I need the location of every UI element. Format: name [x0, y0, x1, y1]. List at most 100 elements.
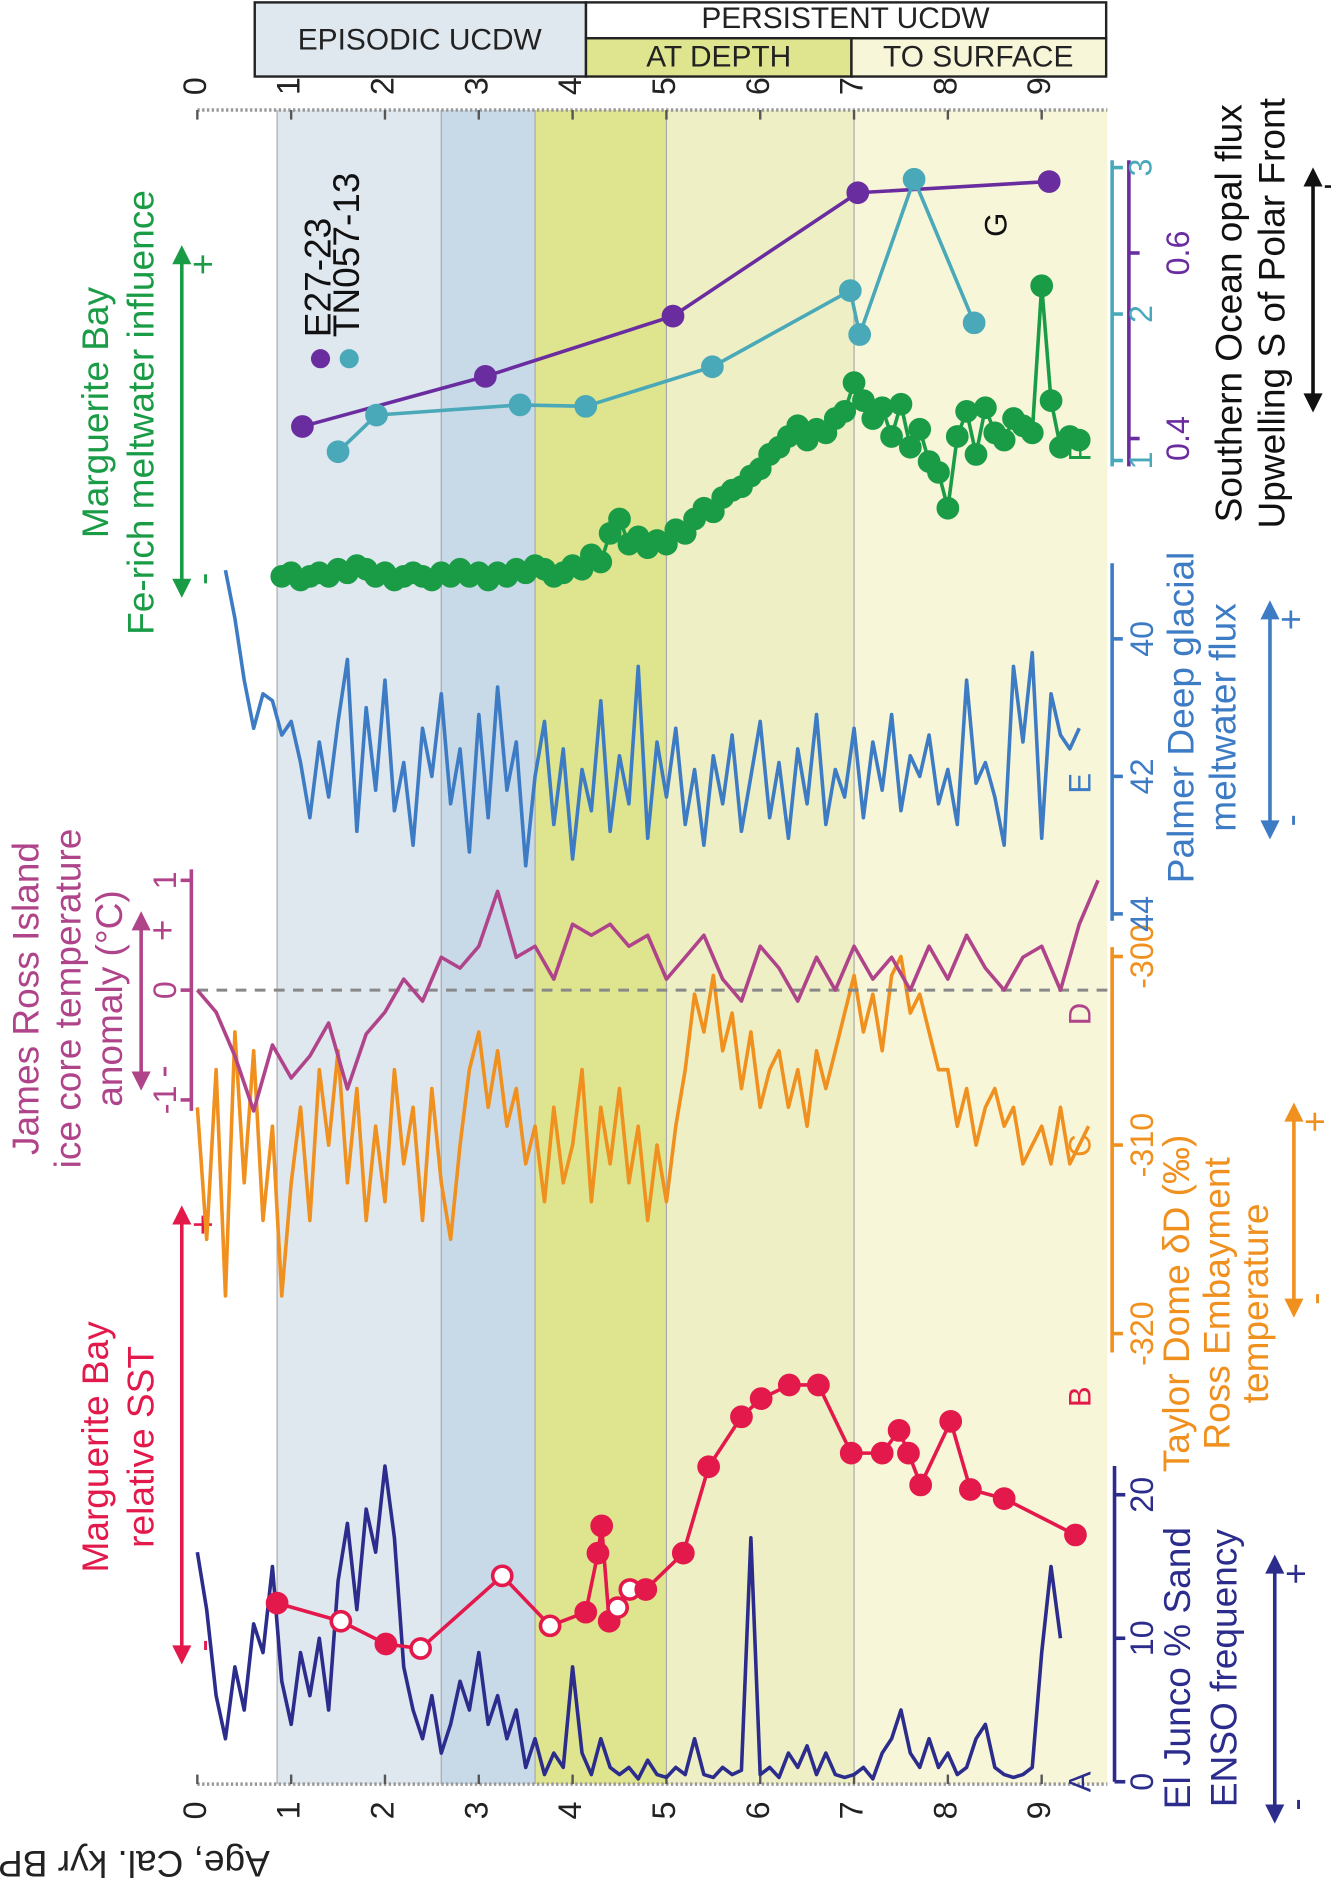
data-line: [223, 569, 1081, 868]
data-point: [974, 396, 997, 420]
data-point: [838, 279, 862, 302]
x-tick-label: 2: [365, 1801, 401, 1819]
data-point: [848, 323, 872, 346]
x-tick-label: 0: [177, 77, 213, 95]
sign-label: +: [1270, 609, 1312, 631]
sign-label: +: [1274, 1563, 1316, 1585]
phase-band: [277, 110, 442, 1785]
x-tick-label: 2: [365, 77, 401, 95]
y-tick-label: -300: [1124, 924, 1160, 989]
data-point: [807, 1373, 830, 1397]
y-tick-label: 44: [1124, 896, 1160, 932]
data-point: [1030, 274, 1054, 298]
data-point: [329, 1609, 353, 1633]
y-tick-label: 0: [1124, 1773, 1160, 1791]
data-point: [908, 417, 932, 441]
data-point: [574, 1600, 598, 1624]
data-point: [608, 507, 631, 531]
data-point: [749, 1387, 773, 1410]
x-tick-label: 7: [834, 1801, 870, 1819]
x-tick-label: 6: [740, 1801, 776, 1819]
x-tick-label: 1: [271, 1801, 307, 1819]
x-tick-label: 8: [927, 1801, 963, 1819]
data-point: [365, 403, 388, 427]
panel-letter: C: [1062, 1134, 1097, 1156]
data-point: [839, 1441, 863, 1465]
x-tick-label: 7: [834, 77, 870, 95]
panel-letter: A: [1062, 1771, 1097, 1792]
y-tick-label: 1: [147, 871, 183, 889]
data-point: [1037, 170, 1061, 193]
data-point: [939, 1409, 963, 1433]
data-point: [326, 440, 350, 464]
y-tick-label: -320: [1124, 1301, 1160, 1366]
data-point: [671, 1541, 695, 1565]
x-axis-title: Age, Cal. kyr BP: [0, 1843, 270, 1881]
sign-label: -: [1274, 1798, 1316, 1810]
arrow-head: [1265, 1804, 1285, 1824]
y-axis-title: relative SST: [119, 1346, 161, 1548]
data-point: [955, 399, 978, 423]
arrow-head: [1284, 1102, 1304, 1122]
data-point: [291, 415, 314, 438]
data-point: [887, 1419, 911, 1442]
sign-label: -: [141, 1065, 183, 1077]
data-point: [936, 496, 960, 520]
data-point: [833, 399, 857, 423]
data-line: [195, 954, 1091, 1298]
sign-label: -: [182, 1639, 224, 1651]
sign-label: -: [1294, 1292, 1331, 1304]
y-tick-label: 0.6: [1160, 231, 1196, 276]
y-tick-label: 20: [1124, 1477, 1160, 1513]
x-tick-label: 4: [552, 1801, 588, 1819]
arrow-head: [1260, 820, 1280, 840]
header-box: [584, 1, 1108, 40]
data-point: [634, 1578, 658, 1601]
y-axis-title: James Ross Island: [5, 842, 47, 1155]
arrow-head: [172, 245, 192, 265]
data-point: [902, 167, 926, 191]
header-label: EPISODIC UCDW: [298, 24, 543, 57]
data-point: [992, 428, 1016, 452]
arrow-head: [172, 578, 192, 598]
data-line: [276, 1383, 1077, 1651]
legend-marker: [310, 349, 331, 369]
arrow-head: [1303, 393, 1323, 413]
data-point: [730, 1405, 753, 1429]
y-axis-title: ice core temperature: [46, 829, 88, 1169]
header-label: AT DEPTH: [646, 40, 791, 73]
y-tick-label: -310: [1124, 1113, 1160, 1178]
data-point: [574, 394, 598, 418]
panel-letter: E: [1062, 773, 1097, 794]
data-point: [846, 181, 870, 205]
y-axis-title: anomaly (°C): [88, 890, 130, 1107]
data-line: [195, 879, 1100, 1113]
data-point: [661, 304, 685, 328]
y-tick-label: 10: [1124, 1620, 1160, 1656]
x-tick-label: 9: [1021, 1801, 1057, 1819]
data-point: [1039, 389, 1063, 412]
sign-label: -: [1313, 387, 1331, 399]
data-point: [697, 1455, 720, 1479]
x-tick-label: 5: [646, 77, 682, 95]
y-axis-title: El Junco % Sand: [1156, 1527, 1198, 1809]
x-tick-label: 8: [927, 77, 963, 95]
data-point: [842, 371, 866, 395]
legend-label: E27-23: [296, 218, 338, 337]
arrow-head: [1284, 1298, 1304, 1318]
header-box: [584, 37, 853, 78]
arrow-head: [131, 911, 151, 931]
data-line: [195, 1464, 1063, 1781]
panel-letter: G: [979, 213, 1014, 237]
data-point: [897, 1441, 920, 1465]
sign-label: +: [182, 253, 224, 275]
data-point: [870, 1441, 894, 1465]
sign-label: -: [1270, 814, 1312, 826]
data-point: [992, 1487, 1016, 1510]
panel-letter: F: [1062, 443, 1097, 462]
y-tick-label: 3: [1123, 159, 1159, 177]
data-point: [1020, 421, 1044, 445]
x-tick-label: 5: [646, 1801, 682, 1819]
